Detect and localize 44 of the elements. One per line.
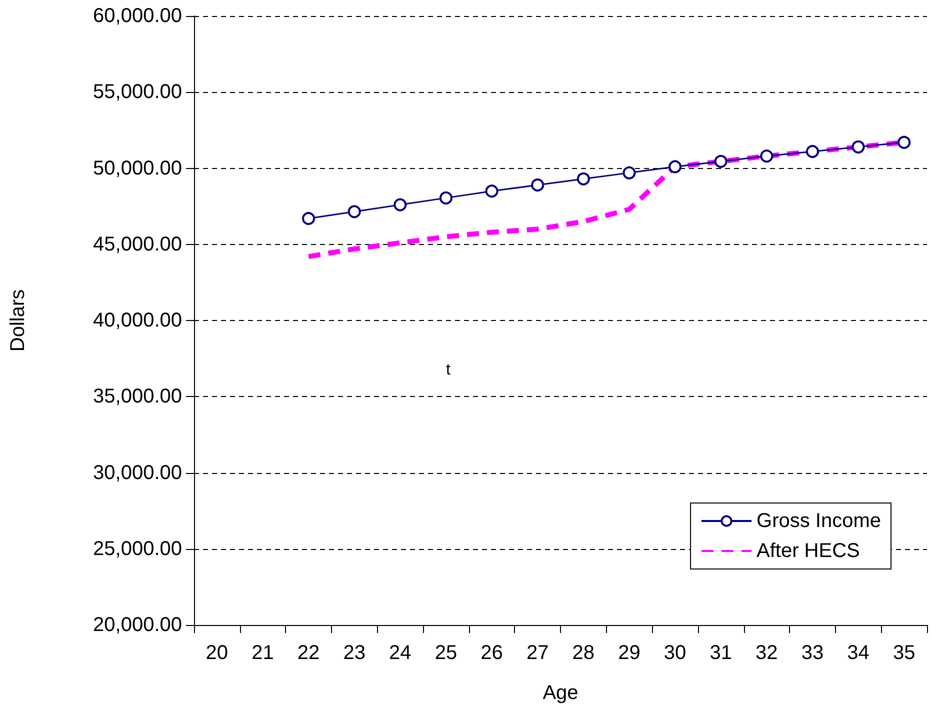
y-tick-label: 35,000.00 [93, 386, 182, 408]
x-axis-title: Age [542, 682, 578, 704]
point [668, 160, 682, 174]
point [806, 145, 819, 158]
y-tick-label: 45,000.00 [93, 233, 182, 256]
y-tick-label: 60,000.00 [93, 5, 182, 27]
annotation: t [446, 362, 451, 378]
x-tick-label: 25 [434, 642, 458, 664]
x-tick-label: 34 [847, 642, 870, 664]
x-tick-label: 27 [526, 642, 549, 664]
point [852, 140, 865, 154]
point [622, 166, 636, 180]
point [348, 205, 361, 218]
y-axis-title: Dollars [7, 289, 29, 352]
x-tick-label: 28 [572, 642, 595, 664]
point [485, 184, 498, 198]
y-tick-label: 30,000.00 [93, 462, 182, 484]
x-tick-label: 32 [756, 642, 778, 664]
x-tick-label: 35 [892, 642, 916, 664]
legend-label: After HECS [756, 540, 860, 562]
point [394, 198, 407, 212]
x-tick-label: 21 [252, 642, 274, 664]
x-tick-label: 26 [480, 642, 503, 664]
x-tick-label: 29 [618, 642, 640, 664]
x-tick-label: 30 [664, 642, 686, 664]
x-tick-label: 31 [710, 642, 732, 664]
point [531, 178, 544, 192]
x-tick-label: 22 [297, 642, 320, 664]
point [714, 154, 728, 168]
x-tick-label: 20 [206, 642, 228, 664]
point [760, 150, 774, 163]
x-tick-label: 23 [343, 642, 366, 664]
x-tick-label: 33 [801, 642, 824, 664]
y-tick-label: 20,000.00 [93, 614, 182, 636]
legend-label: Gross Income [756, 510, 881, 532]
point [439, 191, 452, 204]
y-tick-label: 25,000.00 [93, 538, 182, 560]
y-tick-label: 40,000.00 [93, 310, 182, 332]
y-tick-label: 55,000.00 [93, 81, 182, 104]
x-tick-label: 24 [389, 642, 412, 664]
point [898, 136, 911, 149]
point [576, 172, 590, 186]
point [302, 212, 316, 225]
y-tick-label: 50,000.00 [93, 157, 182, 180]
